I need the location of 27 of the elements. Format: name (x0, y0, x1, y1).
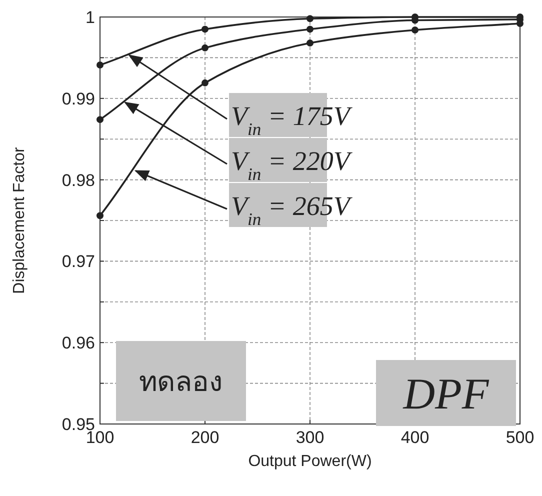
annotation: V$_{in}$ = 175V (231, 101, 354, 139)
y-tick-label: 1 (86, 8, 95, 27)
point (412, 26, 418, 34)
annotation: DPF (402, 369, 490, 418)
annotation: V$_{in}$ = 265V (231, 191, 354, 229)
x-axis-title: Output Power(W) (248, 453, 372, 470)
point (96, 116, 104, 124)
point (306, 15, 314, 22)
x-tick-label: 300 (296, 428, 324, 447)
y-tick-label: 0.99 (62, 89, 95, 108)
point (202, 44, 208, 52)
point (96, 212, 104, 220)
point (306, 26, 314, 33)
y-tick-label: 0.97 (62, 252, 95, 272)
y-axis-title: Displacement Factor (11, 146, 28, 294)
annotation: V$_{in}$ = 220V (231, 146, 354, 184)
point (202, 79, 208, 86)
point (516, 20, 524, 28)
y-tick-label: 0.96 (62, 334, 95, 353)
point (306, 40, 314, 47)
point (96, 62, 104, 69)
x-tick-label: 400 (400, 428, 430, 447)
point (202, 26, 208, 33)
x-tick-label: 500 (506, 428, 534, 447)
x-tick-label: 200 (190, 428, 220, 447)
y-tick-label: 0.98 (62, 170, 95, 190)
annotation: ทดลอง (139, 366, 223, 397)
